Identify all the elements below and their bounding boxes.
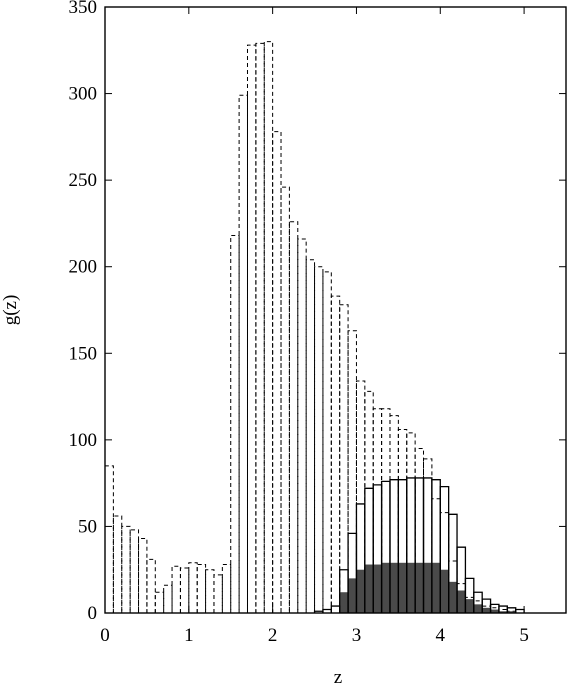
y-tick-label: 150 (69, 343, 98, 364)
x-tick-label: 4 (436, 625, 446, 646)
bar-solid-outline-27 (330, 605, 341, 613)
bar-filled-43 (465, 599, 474, 613)
bar-dashed-outline-13 (213, 574, 223, 613)
bar-dashed-outline-14 (221, 564, 232, 613)
y-tick-label: 50 (78, 516, 97, 537)
bar-dashed-outline-29 (347, 330, 357, 613)
bar-filled-44 (473, 604, 483, 613)
bar-dashed-outline-28 (339, 304, 349, 613)
bar-dashed-outline-1 (112, 515, 123, 613)
y-tick-label: 250 (69, 170, 98, 191)
bar-filled-36 (406, 562, 416, 613)
bar-filled-40 (440, 569, 449, 613)
x-tick-label: 5 (519, 625, 529, 646)
y-tick-label: 350 (69, 0, 98, 18)
bar-dashed-outline-0 (104, 465, 114, 613)
bar-dashed-outline-36 (406, 432, 416, 613)
bar-filled-28 (339, 592, 349, 613)
bar-dashed-outline-44 (473, 600, 483, 613)
bar-filled-39 (431, 562, 441, 613)
bar-filled-29 (348, 578, 357, 613)
bar-dashed-outline-24 (305, 259, 316, 613)
bar-dashed-outline-15 (230, 235, 240, 613)
plot-frame (104, 6, 567, 614)
bar-dashed-outline-11 (196, 564, 207, 613)
y-axis-label: g(z) (0, 295, 21, 326)
bar-filled-37 (415, 562, 424, 613)
bar-dashed-outline-20 (272, 131, 282, 613)
bar-filled-42 (457, 590, 466, 613)
bars-layer (104, 41, 525, 613)
bar-dashed-outline-23 (297, 238, 307, 613)
x-tick-label: 0 (100, 625, 110, 646)
bar-dashed-outline-4 (138, 538, 148, 613)
bar-filled-30 (356, 569, 365, 613)
x-tick-label: 3 (352, 625, 362, 646)
bar-dashed-outline-18 (255, 42, 265, 613)
y-tick-label: 100 (69, 430, 98, 451)
y-axis-ticks: 0 50 100 150 200 250 300 350 (69, 0, 566, 624)
bar-dashed-outline-12 (205, 569, 215, 613)
bar-filled-38 (423, 562, 432, 613)
bar-dashed-outline-6 (154, 591, 165, 613)
bar-dashed-outline-10 (188, 562, 198, 613)
x-axis-ticks: 0 1 2 3 4 5 (100, 7, 529, 646)
x-tick-label: 1 (184, 625, 194, 646)
bar-filled-47 (498, 611, 508, 613)
bar-dashed-outline-9 (179, 567, 190, 613)
bar-dashed-outline-7 (163, 584, 173, 613)
y-tick-label: 300 (69, 84, 98, 105)
x-axis-label: z (334, 667, 342, 683)
bar-filled-31 (364, 564, 374, 613)
bar-filled-46 (490, 609, 499, 613)
x-tick-label: 2 (268, 625, 278, 646)
bar-dashed-outline-25 (314, 266, 324, 613)
bar-dashed-outline-22 (288, 221, 299, 613)
bar-dashed-outline-27 (330, 295, 341, 613)
bar-dashed-outline-19 (263, 41, 274, 613)
bar-filled-48 (507, 611, 516, 613)
bar-filled-32 (373, 564, 382, 613)
bar-filled-45 (482, 607, 491, 613)
bar-dashed-outline-21 (280, 186, 290, 613)
bar-dashed-outline-8 (171, 565, 181, 613)
y-tick-label: 0 (88, 603, 98, 624)
bar-filled-33 (381, 562, 390, 613)
bar-dashed-outline-2 (121, 525, 131, 613)
y-tick-label: 200 (69, 257, 98, 278)
bar-dashed-outline-31 (364, 390, 374, 613)
bar-dashed-outline-3 (129, 529, 140, 613)
bar-filled-35 (398, 562, 407, 613)
bar-filled-41 (448, 581, 458, 613)
bar-dashed-outline-16 (238, 94, 248, 613)
bar-filled-34 (389, 562, 399, 613)
bar-dashed-outline-5 (146, 558, 156, 613)
bar-dashed-outline-17 (246, 44, 257, 613)
bar-dashed-outline-26 (322, 271, 332, 613)
